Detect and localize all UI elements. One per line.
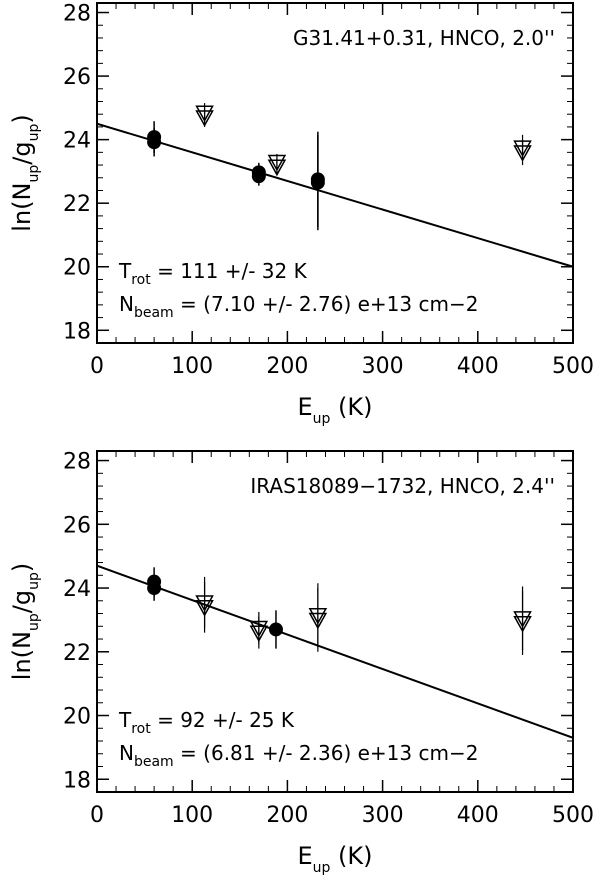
data-point-detection xyxy=(147,581,162,596)
trot-annotation: Trot = 111 +/- 32 K xyxy=(118,259,308,288)
x-tick-label: 0 xyxy=(90,803,104,828)
chart-title: IRAS18089−1732, HNCO, 2.4'' xyxy=(250,474,555,498)
x-tick-label: 0 xyxy=(90,354,104,379)
y-tick-label: 22 xyxy=(63,192,91,217)
y-tick-label: 28 xyxy=(63,2,91,27)
x-tick-label: 100 xyxy=(171,803,213,828)
x-tick-label: 300 xyxy=(362,803,404,828)
data-point-upper-limit xyxy=(195,110,214,127)
x-tick-label: 500 xyxy=(552,803,594,828)
y-tick-label: 28 xyxy=(63,450,91,475)
data-point-detection xyxy=(268,622,283,637)
y-tick-label: 20 xyxy=(63,705,91,730)
x-tick-label: 100 xyxy=(171,354,213,379)
y-axis-title: ln(Nup/gup) xyxy=(8,563,42,680)
x-tick-label: 400 xyxy=(457,803,499,828)
x-tick-label: 200 xyxy=(266,354,308,379)
y-tick-label: 18 xyxy=(63,319,91,344)
y-axis-title: ln(Nup/gup) xyxy=(8,114,42,231)
chart-panel-2: 0 100 200 300 400 500 18 20 22 24 26 28 IRAS18089−17… xyxy=(8,450,594,876)
y-tick-label: 24 xyxy=(63,577,91,602)
data-point-upper-limit xyxy=(195,600,214,617)
y-tick-label: 20 xyxy=(63,256,91,281)
data-point-upper-limit xyxy=(195,105,214,123)
data-point-upper-limit xyxy=(267,159,287,177)
plot-frame xyxy=(96,2,574,344)
y-tick-label: 26 xyxy=(63,65,91,90)
data-point-detection xyxy=(147,135,162,150)
nbeam-annotation: Nbeam = (7.10 +/- 2.76) e+13 cm−2 xyxy=(119,292,478,321)
data-point-upper-limit xyxy=(513,145,532,162)
data-point-upper-limit xyxy=(249,625,269,643)
trot-annotation: Trot = 92 +/- 25 K xyxy=(118,708,295,737)
y-tick-label: 24 xyxy=(63,129,91,154)
data-point-detection xyxy=(251,169,266,184)
y-tick-label: 18 xyxy=(63,768,91,793)
data-point-upper-limit xyxy=(267,154,287,172)
x-axis-title: Eup (K) xyxy=(297,842,372,876)
y-tick-label: 22 xyxy=(63,641,91,666)
fit-line xyxy=(96,564,574,739)
plot-frame xyxy=(96,450,574,793)
x-tick-label: 400 xyxy=(457,354,499,379)
chart-panel-1: 0 100 200 300 400 500 18 20 22 24 26 28 G31.41+0.31,… xyxy=(8,2,594,427)
data-point-detection xyxy=(310,175,325,190)
chart-title: G31.41+0.31, HNCO, 2.0'' xyxy=(293,26,555,50)
x-tick-label: 200 xyxy=(266,803,308,828)
data-point-upper-limit xyxy=(308,612,328,630)
x-tick-label: 500 xyxy=(552,354,594,379)
x-tick-label: 300 xyxy=(362,354,404,379)
fit-line xyxy=(96,122,574,268)
nbeam-annotation: Nbeam = (6.81 +/- 2.36) e+13 cm−2 xyxy=(119,741,478,770)
data-point-upper-limit xyxy=(513,615,532,633)
y-tick-label: 26 xyxy=(63,513,91,538)
x-axis-title: Eup (K) xyxy=(297,393,372,427)
